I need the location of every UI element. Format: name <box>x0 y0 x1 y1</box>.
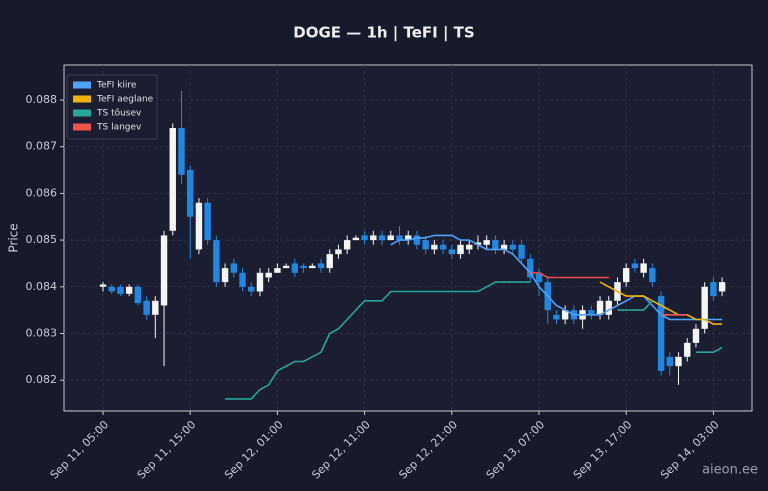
series-line <box>390 234 723 321</box>
candle-body <box>248 286 255 292</box>
series-line <box>599 281 723 325</box>
watermark: aieon.ee <box>702 463 758 478</box>
candle-body <box>439 244 447 250</box>
candle-body <box>152 300 159 315</box>
candle-body <box>701 286 708 329</box>
y-tick-label: 0.088 <box>26 93 58 106</box>
y-axis-label: Price <box>7 223 21 252</box>
candle-body <box>265 272 272 278</box>
legend-swatch <box>73 81 91 89</box>
y-tick-label: 0.085 <box>26 233 58 246</box>
candle-body <box>623 268 630 283</box>
candle-body <box>692 328 700 343</box>
candle-body <box>422 240 429 250</box>
y-tick-label: 0.086 <box>26 186 58 199</box>
legend-label: TeFI kiire <box>96 81 137 91</box>
candle-body <box>256 272 264 292</box>
candle-body <box>631 263 639 269</box>
candle-body <box>640 263 647 273</box>
candle-body <box>317 263 325 269</box>
candle-body <box>230 263 237 273</box>
candle-body <box>282 265 290 269</box>
y-tick-label: 0.082 <box>26 373 58 386</box>
y-tick-label: 0.087 <box>26 140 58 153</box>
legend-swatch <box>73 123 91 131</box>
legend-label: TS tõusev <box>96 109 142 119</box>
candle-body <box>605 300 612 315</box>
candle-body <box>405 235 412 241</box>
candle-body <box>457 244 464 255</box>
candle-body <box>108 286 115 292</box>
candle-body <box>335 249 342 255</box>
candle-body <box>125 286 133 294</box>
candle-body <box>187 170 194 217</box>
candle-body <box>134 286 142 304</box>
y-tick-label: 0.084 <box>26 280 58 293</box>
candle-body <box>169 128 176 231</box>
candle-body <box>466 244 473 250</box>
candle-body <box>710 282 717 297</box>
y-tick-label: 0.083 <box>26 326 58 339</box>
candle-body <box>431 244 438 250</box>
candle-body <box>221 268 229 283</box>
candle-body <box>160 235 168 306</box>
chart-title: DOGE — 1h | TeFI | TS <box>293 24 474 43</box>
candle-body <box>535 272 543 283</box>
candle-body <box>213 240 220 283</box>
candle-body <box>178 128 185 175</box>
candle-body <box>448 249 455 255</box>
candle-body <box>291 263 299 273</box>
candle-body <box>370 235 377 241</box>
series-line <box>225 281 723 400</box>
candle-body <box>492 240 499 250</box>
legend-swatch <box>73 95 91 103</box>
candle-body <box>657 296 665 371</box>
candle-body <box>239 272 246 287</box>
candle-body <box>500 244 508 250</box>
candle-body <box>396 235 403 241</box>
legend-box <box>66 74 158 140</box>
candle-body <box>588 310 595 315</box>
candle-body <box>684 342 691 357</box>
candle-body <box>387 235 394 241</box>
candle-body <box>361 235 368 241</box>
candle-body <box>527 258 534 278</box>
series-line <box>530 272 688 316</box>
candle-body <box>553 314 560 320</box>
candle-body <box>117 286 124 294</box>
candle-body <box>483 240 490 245</box>
candle-body <box>195 202 203 250</box>
candle-body <box>309 265 316 269</box>
candle-body <box>596 300 604 315</box>
candle-body <box>343 240 351 250</box>
legend-label: TS langev <box>96 123 142 133</box>
legend-label: TeFI aeglane <box>96 95 154 105</box>
candle-body <box>204 202 211 241</box>
candle-body <box>675 356 682 367</box>
candle-body <box>561 310 569 320</box>
candle-body <box>666 356 673 367</box>
candle-body <box>378 235 386 241</box>
candle-body <box>718 282 726 292</box>
candle-body <box>274 268 281 273</box>
legend: TeFI kiire TeFI aeglane TS tõusev TS langev <box>66 74 158 140</box>
candle-body <box>99 284 107 287</box>
candle-body <box>474 242 482 245</box>
candle-body <box>649 268 656 283</box>
candle-body <box>518 244 525 259</box>
legend-swatch <box>73 109 91 117</box>
candle-body <box>326 254 333 269</box>
candle-body <box>300 265 307 269</box>
candle-body <box>509 244 517 250</box>
candle-body <box>352 237 360 241</box>
candle-body <box>143 300 150 315</box>
candle-body <box>413 235 421 245</box>
